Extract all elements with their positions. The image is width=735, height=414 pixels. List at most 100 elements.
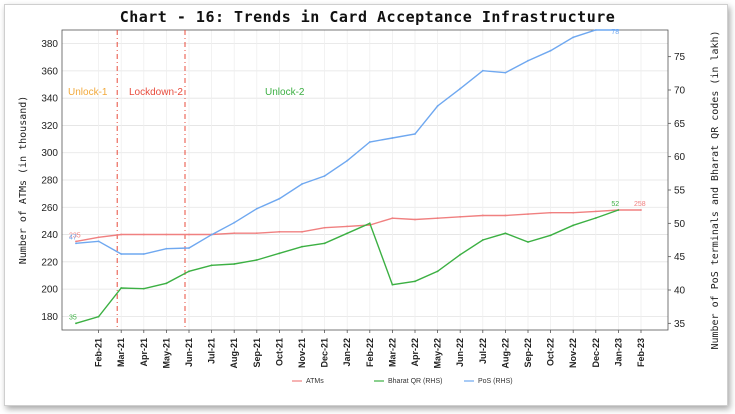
data-point	[391, 137, 394, 139]
xtick-label: Feb-22	[365, 338, 375, 367]
data-point	[414, 218, 416, 221]
data-point	[75, 322, 77, 325]
data-point	[436, 105, 439, 107]
data-point	[255, 259, 258, 261]
data-point	[527, 59, 529, 62]
data-point	[368, 141, 371, 143]
series-lines	[75, 29, 642, 325]
data-point	[572, 36, 575, 39]
data-label: 78	[611, 29, 619, 36]
ytick-left-label: 380	[41, 39, 58, 50]
data-point	[549, 234, 552, 237]
data-point	[572, 211, 575, 214]
data-point	[255, 232, 258, 235]
data-point	[97, 315, 100, 318]
data-label: 52	[611, 201, 619, 208]
xtick-label: Sep-22	[523, 338, 533, 368]
data-point	[233, 232, 236, 235]
data-point	[210, 233, 213, 236]
ytick-left-label: 360	[41, 66, 58, 77]
data-point	[165, 282, 168, 285]
data-label: 47	[69, 234, 77, 241]
data-point	[120, 233, 123, 236]
ytick-right-label: 70	[674, 86, 686, 97]
ytick-left-label: 220	[41, 257, 58, 268]
ytick-left-label: 180	[41, 312, 58, 323]
data-labels: 235 258 35 52 47 78	[69, 29, 646, 321]
xtick-label: Jul-21	[207, 338, 217, 364]
data-point	[75, 240, 77, 243]
ytick-right-label: 35	[674, 319, 686, 330]
xtick-label: Sep-21	[252, 338, 262, 368]
data-point	[594, 29, 597, 31]
ytick-left-label: 280	[41, 176, 58, 187]
legend: ATMs Bharat QR (RHS) PoS (RHS)	[292, 378, 513, 385]
axes: 180 200 220 240 260 280 300 320 340 360 380 35 40 45 5…	[18, 29, 721, 369]
xtick-label: May-21	[161, 338, 171, 369]
data-label: 35	[69, 314, 77, 321]
data-point	[459, 87, 462, 90]
data-point	[142, 233, 145, 236]
data-point	[481, 214, 484, 217]
ytick-left-label: 300	[41, 148, 58, 159]
data-point	[481, 69, 484, 72]
data-point	[188, 247, 190, 249]
xtick-label: Nov-21	[297, 338, 307, 368]
ytick-left-label: 340	[41, 94, 58, 105]
data-point	[301, 245, 303, 248]
data-point	[414, 280, 416, 283]
data-point	[594, 217, 597, 219]
ytick-right-label: 40	[674, 286, 686, 297]
xtick-label: Mar-21	[116, 338, 126, 367]
data-point	[142, 253, 145, 255]
chart-title: Chart - 16: Trends in Card Acceptance In…	[119, 8, 616, 26]
data-point	[188, 233, 190, 236]
data-point	[75, 242, 77, 245]
data-point	[346, 232, 349, 235]
data-point	[346, 225, 349, 228]
xtick-label: Aug-21	[229, 338, 239, 369]
ytick-right-label: 65	[674, 119, 686, 130]
data-point	[617, 29, 620, 31]
data-point	[142, 287, 145, 290]
xtick-label: Feb-23	[636, 338, 646, 367]
xtick-label: Jun-22	[455, 338, 465, 367]
phase-markers	[116, 30, 186, 330]
ytick-right-label: 45	[674, 252, 686, 263]
data-point	[572, 224, 575, 227]
phase-annotation: Unlock-2	[265, 87, 305, 98]
xtick-label: Dec-22	[591, 338, 601, 368]
data-point	[414, 133, 416, 135]
data-point	[504, 71, 507, 74]
data-point	[436, 270, 439, 273]
data-point	[391, 217, 394, 220]
ytick-right-label: 50	[674, 219, 686, 230]
data-point	[504, 232, 507, 235]
xtick-label: Jan-23	[613, 338, 623, 367]
data-point	[346, 159, 349, 162]
data-point	[210, 264, 213, 267]
grid-lines	[62, 30, 668, 330]
data-point	[640, 209, 642, 211]
legend-label: Bharat QR (RHS)	[388, 378, 442, 385]
y-axis-left-title: Number of ATMs (in thousand)	[18, 96, 29, 265]
data-point	[188, 270, 190, 273]
data-point	[459, 253, 462, 256]
xtick-label: Jun-21	[184, 338, 194, 367]
data-point	[549, 49, 552, 52]
data-point	[165, 247, 168, 250]
data-point	[165, 233, 168, 236]
xtick-label: Aug-22	[500, 338, 510, 369]
xtick-label: Feb-21	[94, 338, 104, 367]
data-point	[504, 214, 507, 217]
xtick-label: Oct-21	[274, 338, 284, 366]
data-point	[120, 287, 123, 289]
data-point	[323, 242, 326, 245]
data-point	[594, 210, 597, 213]
ytick-left-label: 320	[41, 121, 58, 132]
phase-annotations: Unlock-1 Lockdown-2 Unlock-2	[68, 87, 305, 98]
data-point	[233, 221, 236, 224]
data-point	[233, 263, 236, 265]
data-point	[481, 239, 484, 241]
